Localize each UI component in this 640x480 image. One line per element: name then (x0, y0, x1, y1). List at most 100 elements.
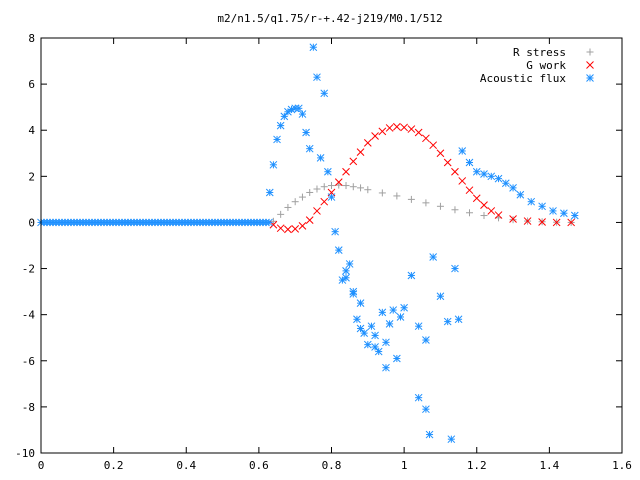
data-point (334, 178, 343, 186)
legend-label: G work (526, 59, 566, 72)
x-tick-label: 1.2 (467, 459, 487, 472)
data-point (422, 405, 430, 414)
data-point (306, 188, 314, 196)
data-point (414, 128, 423, 137)
data-point (422, 134, 430, 143)
data-point (284, 225, 292, 234)
y-tick-label: -2 (22, 263, 35, 276)
data-point (425, 430, 434, 439)
data-point (265, 188, 274, 197)
data-point (382, 338, 390, 347)
series-r-stress (269, 181, 575, 226)
data-point (385, 124, 394, 132)
data-point (385, 320, 394, 328)
x-tick-label: 0 (38, 459, 45, 472)
data-point (316, 154, 325, 162)
data-point (382, 363, 390, 372)
data-point (374, 347, 383, 356)
chart-title: m2/n1.5/q1.75/r-+.42-j219/M0.1/512 (217, 12, 442, 25)
data-point (349, 157, 358, 166)
data-point (454, 315, 463, 324)
data-point (549, 207, 557, 215)
data-point (378, 308, 387, 317)
x-tick-label: 0.4 (176, 459, 196, 472)
y-tick-label: -8 (22, 401, 35, 414)
data-point (458, 147, 467, 155)
data-point (422, 199, 430, 207)
data-point (291, 225, 300, 233)
data-point (305, 144, 314, 153)
data-point (313, 73, 321, 82)
data-point (313, 185, 321, 193)
data-point (443, 158, 452, 167)
data-point (447, 435, 456, 444)
data-point (284, 203, 292, 211)
data-point (356, 324, 365, 333)
data-point (567, 218, 576, 227)
y-tick-label: -10 (15, 447, 35, 460)
data-point (327, 193, 336, 201)
data-point (298, 222, 307, 230)
data-point (276, 224, 285, 233)
data-point (487, 172, 496, 181)
data-point (400, 123, 408, 132)
data-point (451, 167, 459, 176)
data-point (407, 271, 416, 280)
data-point (436, 202, 444, 210)
data-point (393, 122, 401, 131)
y-tick-label: 0 (28, 216, 35, 229)
data-point (357, 184, 365, 192)
data-point (509, 215, 517, 223)
data-point (276, 121, 285, 130)
data-point (487, 207, 496, 215)
data-point (465, 158, 474, 167)
data-point (280, 112, 289, 121)
data-point (356, 148, 365, 156)
data-point (451, 206, 459, 214)
data-point (277, 210, 285, 218)
data-point (334, 246, 343, 254)
legend-marker (586, 74, 594, 82)
data-point (363, 139, 372, 147)
y-tick-label: 2 (28, 170, 35, 183)
data-point (407, 195, 415, 203)
data-point (320, 197, 329, 206)
data-point (363, 340, 372, 349)
data-point (378, 127, 387, 136)
data-point (356, 299, 365, 307)
data-point (360, 329, 369, 337)
data-point (349, 183, 357, 191)
data-point (451, 264, 459, 273)
y-tick-label: -4 (22, 309, 36, 322)
x-tick-label: 0.6 (249, 459, 269, 472)
data-point (560, 209, 568, 218)
data-point (494, 211, 503, 219)
data-point (494, 174, 503, 183)
data-point (465, 186, 474, 195)
data-point (269, 217, 277, 225)
data-point (509, 184, 517, 192)
data-point (570, 211, 579, 220)
data-point (378, 189, 386, 197)
data-point (309, 43, 318, 52)
data-point (298, 193, 306, 201)
data-point (342, 182, 350, 190)
data-point (465, 209, 473, 217)
y-tick-label: 6 (28, 78, 35, 91)
x-tick-label: 0.2 (104, 459, 124, 472)
data-point (523, 217, 532, 225)
data-point (538, 218, 546, 226)
data-point (480, 212, 488, 220)
data-point (400, 303, 408, 312)
y-tick-label: 8 (28, 32, 35, 45)
y-tick-label: 4 (28, 124, 35, 137)
plot-frame (40, 37, 623, 454)
data-point (393, 354, 401, 363)
legend-marker (586, 48, 594, 56)
data-point (291, 198, 299, 206)
x-tick-label: 0.8 (322, 459, 342, 472)
data-point (552, 218, 561, 227)
data-point (320, 183, 328, 191)
